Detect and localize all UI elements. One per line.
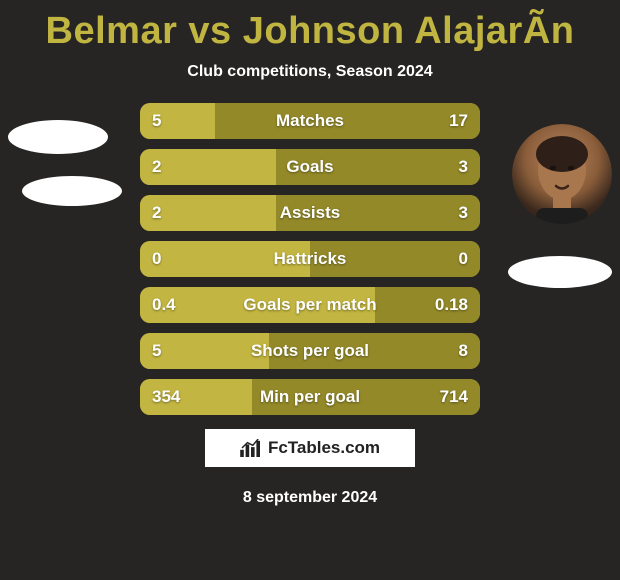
bar-row: 00Hattricks [140,241,480,277]
bar-label: Matches [140,103,480,139]
bar-label: Assists [140,195,480,231]
comparison-card: Belmar vs Johnson AlajarÃ­n Club competi… [0,0,620,580]
bars-icon [240,439,262,457]
branding-text: FcTables.com [268,438,380,458]
bar-label: Goals [140,149,480,185]
avatar-left-placeholder-2 [22,176,122,206]
bar-label: Hattricks [140,241,480,277]
subtitle: Club competitions, Season 2024 [0,63,620,81]
bar-row: 23Goals [140,149,480,185]
avatar-right-image [512,124,612,224]
page-title: Belmar vs Johnson AlajarÃ­n [0,10,620,53]
date-text: 8 september 2024 [0,489,620,507]
bar-row: 58Shots per goal [140,333,480,369]
avatar-right [512,124,612,224]
avatar-left-placeholder-1 [8,120,108,154]
bar-row: 0.40.18Goals per match [140,287,480,323]
bar-row: 517Matches [140,103,480,139]
comparison-bars: 517Matches 23Goals 23Assists 00Hattricks 0.4… [140,103,480,415]
bar-label: Shots per goal [140,333,480,369]
branding-badge: FcTables.com [205,429,415,467]
bar-label: Goals per match [140,287,480,323]
bar-row: 23Assists [140,195,480,231]
avatar-right-placeholder [508,256,612,288]
bar-label: Min per goal [140,379,480,415]
bar-row: 354714Min per goal [140,379,480,415]
